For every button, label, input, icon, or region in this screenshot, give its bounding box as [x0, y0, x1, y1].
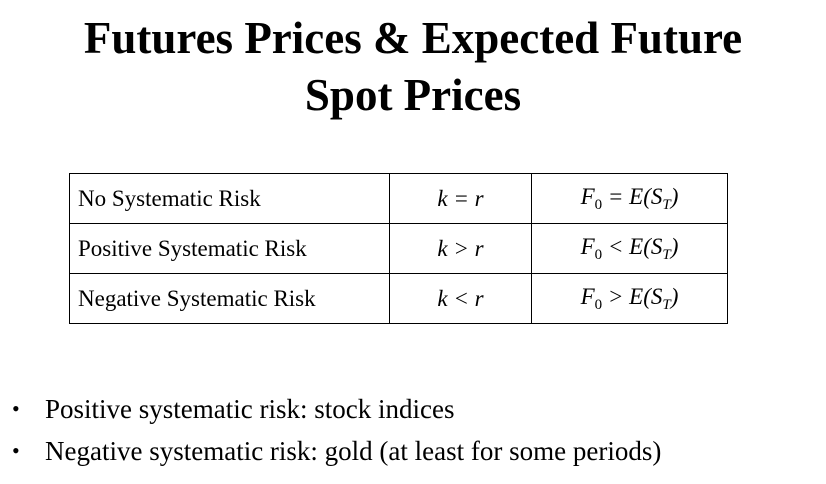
price-lhs: F [580, 233, 595, 259]
price-relation-cell: F0 > E(ST) [531, 273, 728, 324]
bullet-text: Negative systematic risk: gold (at least… [45, 436, 662, 466]
slide-title-line-2: Spot Prices [304, 70, 522, 120]
bullet-icon: • [12, 396, 20, 421]
bullet-list: • Positive systematic risk: stock indice… [0, 388, 661, 472]
price-lhs: F [580, 183, 595, 209]
price-operator: > E(S [602, 283, 663, 309]
slide-title: Futures Prices & Expected Future Spot Pr… [0, 10, 826, 124]
table-row: Negative Systematic Risk k < r F0 > E(ST… [69, 273, 728, 324]
bullet-item: • Negative systematic risk: gold (at lea… [0, 430, 661, 472]
price-relation-cell: F0 < E(ST) [531, 223, 728, 274]
table-row: Positive Systematic Risk k > r F0 < E(ST… [69, 223, 728, 274]
bullet-text: Positive systematic risk: stock indices [45, 394, 455, 424]
rate-relation-cell: k < r [389, 273, 532, 324]
table-row: No Systematic Risk k = r F0 = E(ST) [69, 173, 728, 224]
risk-type-cell: Negative Systematic Risk [69, 273, 390, 324]
price-rhs-subscript: T [662, 196, 671, 213]
price-subscript: 0 [594, 196, 603, 213]
bullet-item: • Positive systematic risk: stock indice… [0, 388, 661, 430]
risk-table: No Systematic Risk k = r F0 = E(ST) Posi… [69, 173, 728, 324]
price-lhs: F [580, 283, 595, 309]
price-subscript: 0 [594, 246, 603, 263]
bullet-icon: • [12, 438, 20, 463]
price-close: ) [670, 233, 679, 259]
price-close: ) [670, 183, 679, 209]
rate-relation-cell: k > r [389, 223, 532, 274]
price-operator: = E(S [602, 183, 663, 209]
price-subscript: 0 [594, 296, 603, 313]
risk-type-cell: Positive Systematic Risk [69, 223, 390, 274]
risk-type-cell: No Systematic Risk [69, 173, 390, 224]
rate-relation-cell: k = r [389, 173, 532, 224]
price-close: ) [670, 283, 679, 309]
slide-title-line-1: Futures Prices & Expected Future [83, 13, 743, 63]
price-rhs-subscript: T [662, 296, 671, 313]
price-rhs-subscript: T [662, 246, 671, 263]
price-relation-cell: F0 = E(ST) [531, 173, 728, 224]
price-operator: < E(S [602, 233, 663, 259]
